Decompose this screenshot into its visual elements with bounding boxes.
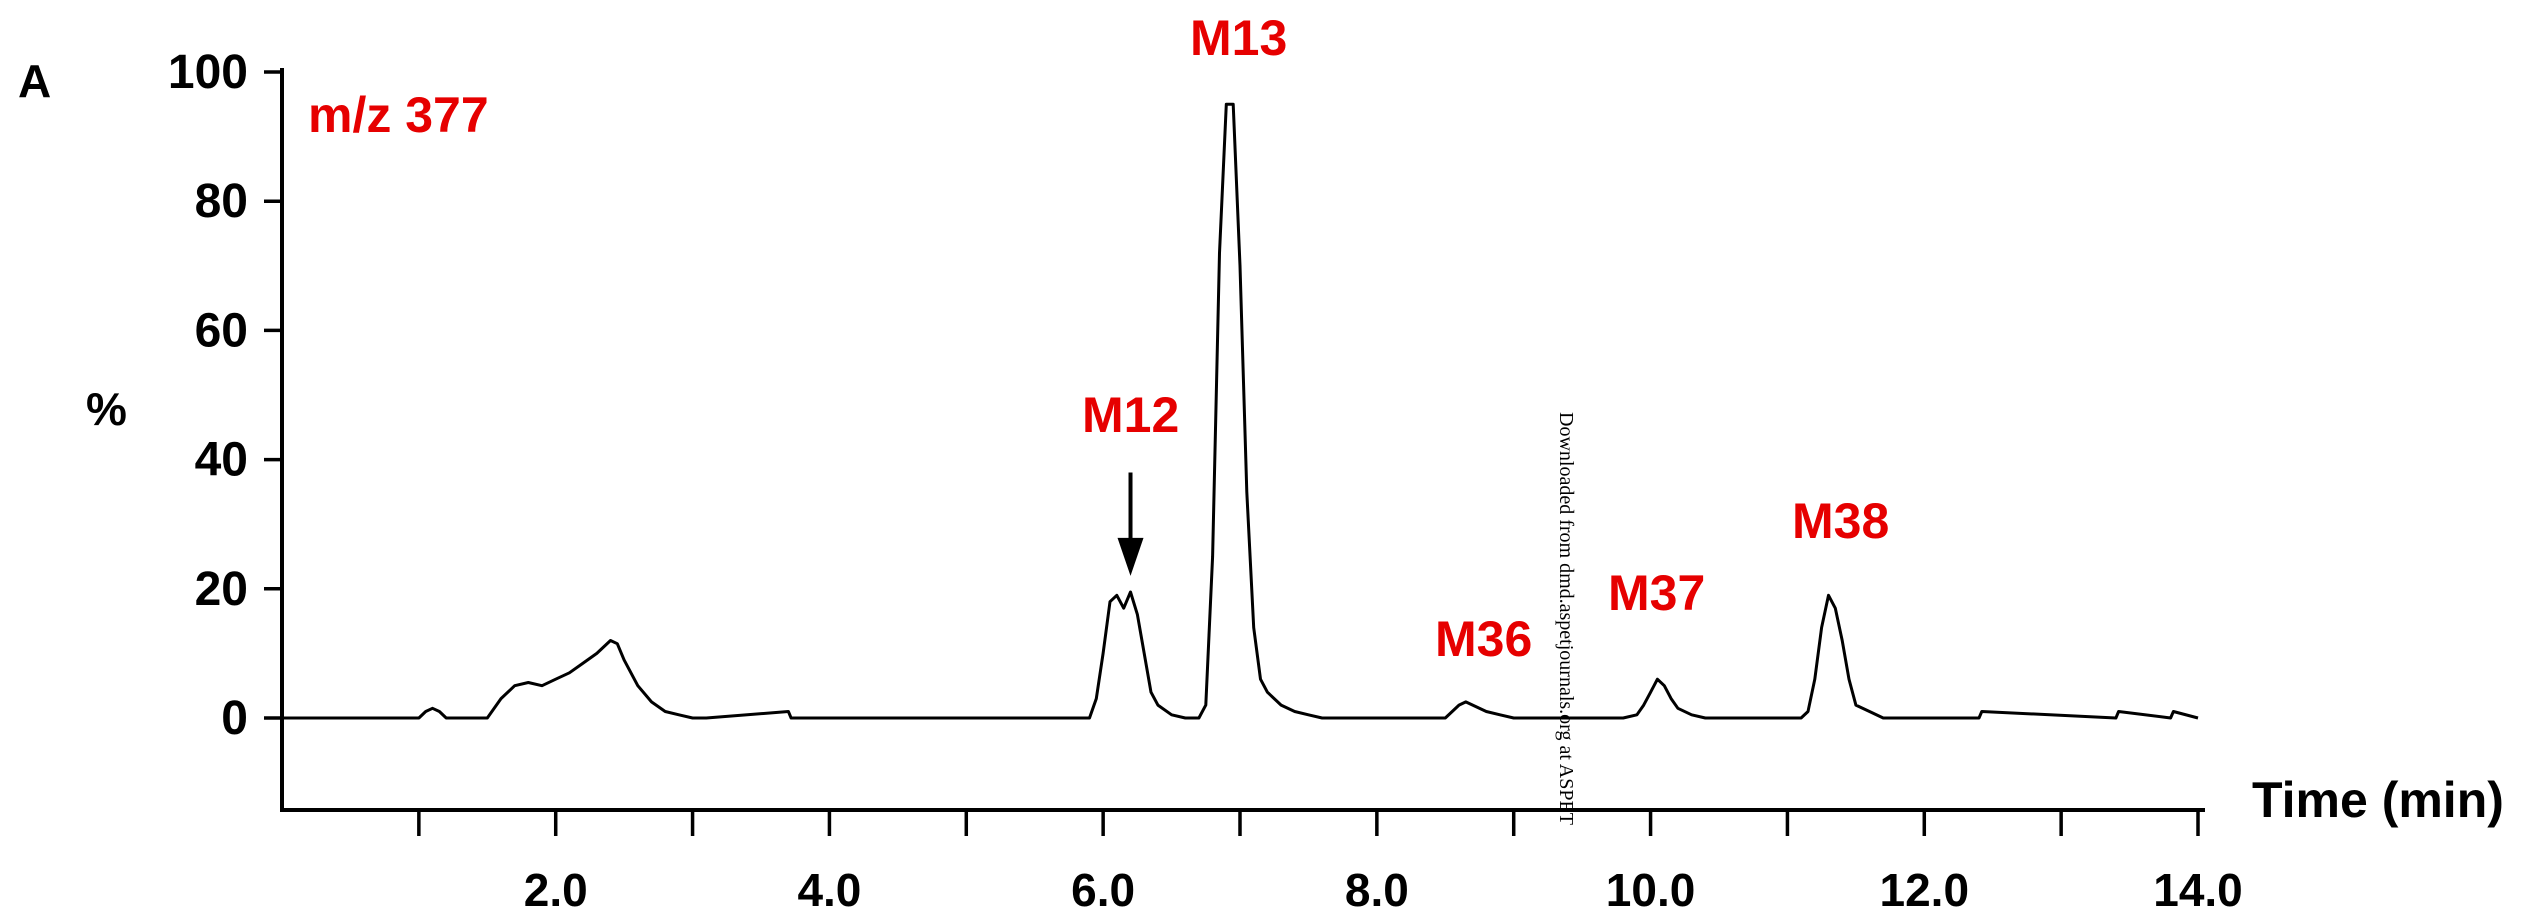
x-tick-label: 10.0 (1606, 864, 1696, 914)
x-ticks: 2.0 4.0 6.0 8.0 10.0 12.0 14.0 (417, 810, 2243, 914)
y-tick-label: 20 (195, 563, 248, 616)
peak-label-m13: M13 (1190, 10, 1287, 66)
x-tick-label: 6.0 (1071, 864, 1135, 914)
panel-label: A (18, 55, 51, 107)
x-tick-label: 12.0 (1880, 864, 1970, 914)
peak-label-m12: M12 (1082, 387, 1179, 443)
y-tick-label: 0 (221, 692, 248, 745)
m12-arrow (1117, 472, 1144, 576)
watermark-text: Downloaded from dmd.aspetjournals.org at… (1555, 412, 1577, 825)
chromatogram-trace (282, 102, 2199, 720)
peak-label-m36: M36 (1435, 611, 1532, 667)
mz-label: m/z 377 (308, 87, 489, 143)
x-axis-title: Time (min) (2252, 772, 2504, 828)
y-axis-title: % (86, 383, 127, 435)
y-tick-label: 80 (195, 175, 248, 228)
peak-label-m38: M38 (1792, 493, 1889, 549)
x-tick-label: 8.0 (1345, 864, 1409, 914)
y-tick-label: 40 (195, 434, 248, 487)
axes (280, 68, 2205, 812)
x-tick-label: 2.0 (524, 864, 588, 914)
y-ticks: 0 20 40 60 80 100 (168, 46, 282, 745)
peak-label-m37: M37 (1608, 565, 1705, 621)
x-tick-label: 4.0 (797, 864, 861, 914)
y-tick-label: 60 (195, 304, 248, 357)
y-tick-label: 100 (168, 46, 248, 99)
peak-annotations: m/z 377 M12 M13 M36 M37 M38 (308, 10, 1889, 667)
x-tick-label: 14.0 (2153, 864, 2243, 914)
arrow-head (1117, 537, 1144, 576)
